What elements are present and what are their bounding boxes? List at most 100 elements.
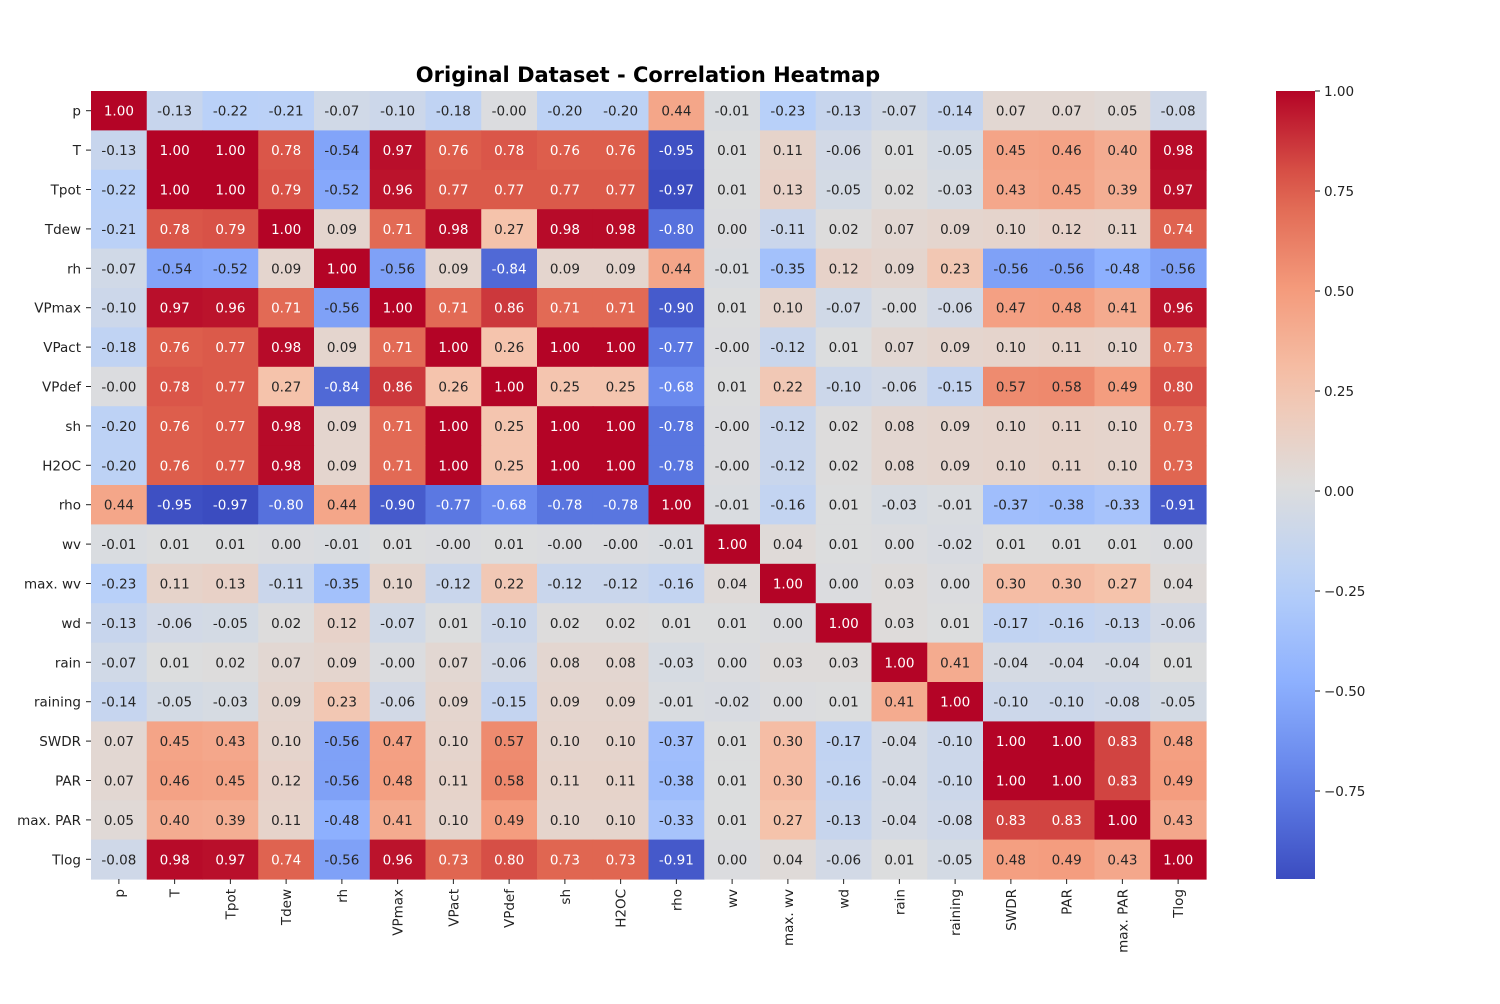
heatmap-cell: [983, 721, 1040, 762]
cell-annotation: -0.21: [101, 222, 136, 238]
cell-annotation: 0.44: [661, 104, 691, 120]
cell-annotation: 0.71: [271, 301, 301, 317]
heatmap-cell: [815, 130, 873, 171]
heatmap-cell: [760, 91, 817, 131]
heatmap-cell: [983, 169, 1040, 210]
cell-annotation: 0.48: [996, 852, 1026, 868]
cell-annotation: -0.95: [659, 143, 694, 159]
cell-annotation: 0.78: [494, 143, 524, 159]
heatmap-cell: [369, 760, 427, 801]
cell-annotation: -0.54: [157, 261, 192, 277]
heatmap-cell: [871, 406, 928, 447]
cell-annotation: 0.12: [829, 261, 859, 277]
heatmap-cell: [927, 563, 984, 604]
heatmap-cell: [927, 288, 984, 328]
heatmap-cell: [146, 445, 204, 486]
heatmap-cell: [871, 485, 928, 525]
heatmap-cell: [481, 130, 538, 171]
cell-annotation: 0.10: [996, 458, 1026, 474]
cell-annotation: 1.00: [438, 458, 468, 474]
cell-annotation: 0.83: [1052, 813, 1082, 829]
cell-annotation: 0.00: [940, 577, 970, 593]
cell-annotation: 1.00: [996, 774, 1026, 790]
cell-annotation: 0.26: [494, 340, 524, 356]
cell-annotation: 0.07: [438, 655, 468, 671]
cell-annotation: -0.13: [826, 104, 861, 120]
y-tick-label: rh: [67, 261, 81, 277]
heatmap-cell: [537, 524, 594, 565]
heatmap-cell: [983, 800, 1040, 841]
heatmap-cell: [871, 800, 928, 841]
cell-annotation: -0.14: [101, 695, 136, 711]
cell-annotation: -0.10: [826, 380, 861, 396]
heatmap-cell: [983, 485, 1040, 525]
cell-annotation: -0.00: [547, 537, 582, 553]
cell-annotation: 0.10: [996, 340, 1026, 356]
cell-annotation: 0.78: [271, 143, 301, 159]
cell-annotation: 0.79: [271, 183, 301, 199]
heatmap-cell: [314, 839, 371, 880]
heatmap-cell: [871, 445, 928, 486]
cell-annotation: -0.05: [157, 695, 192, 711]
heatmap-cell: [1150, 445, 1207, 486]
cell-annotation: 0.09: [327, 655, 357, 671]
heatmap-cell: [425, 248, 482, 289]
cell-annotation: 0.80: [1163, 380, 1193, 396]
heatmap-cell: [481, 721, 538, 762]
heatmap-cell: [1094, 445, 1151, 486]
heatmap-cell: [314, 169, 371, 210]
heatmap-cell: [258, 524, 315, 565]
cell-annotation: 0.48: [1052, 301, 1082, 317]
cell-annotation: 0.23: [327, 695, 357, 711]
cell-annotation: -0.11: [770, 222, 805, 238]
cell-annotation: 0.00: [773, 616, 803, 632]
cell-annotation: 0.49: [494, 813, 524, 829]
heatmap-cell: [760, 485, 817, 525]
heatmap-cell: [648, 642, 705, 683]
cell-annotation: 0.74: [1163, 222, 1193, 238]
cell-annotation: -0.13: [826, 813, 861, 829]
heatmap-cell: [146, 288, 204, 328]
cell-annotation: -0.05: [213, 616, 248, 632]
cell-annotation: 0.02: [884, 183, 914, 199]
cell-annotation: 0.80: [494, 852, 524, 868]
heatmap-cell: [481, 327, 538, 368]
heatmap-cell: [927, 366, 984, 407]
cell-annotation: 0.11: [1052, 458, 1082, 474]
cell-annotation: 1.00: [773, 577, 803, 593]
cell-annotation: 0.10: [773, 301, 803, 317]
heatmap-cell: [592, 366, 650, 407]
cell-annotation: -0.56: [324, 852, 359, 868]
cell-annotation: -0.90: [659, 301, 694, 317]
y-tick-label: Tdew: [44, 222, 81, 238]
cell-annotation: -0.12: [436, 577, 471, 593]
heatmap-cell: [481, 169, 538, 210]
heatmap-cell: [369, 603, 427, 644]
cell-annotation: 0.02: [215, 655, 245, 671]
heatmap-cell: [592, 288, 650, 328]
heatmap-cell: [1038, 248, 1096, 289]
heatmap-cell: [481, 563, 538, 604]
heatmap-cell: [592, 839, 650, 880]
cell-annotation: 0.12: [271, 774, 301, 790]
y-tick-label: sh: [65, 419, 81, 435]
cell-annotation: 0.41: [1107, 301, 1137, 317]
cell-annotation: 0.23: [940, 261, 970, 277]
heatmap-cell: [91, 169, 148, 210]
cell-annotation: -0.17: [993, 616, 1028, 632]
heatmap-cell: [1094, 288, 1151, 328]
cell-annotation: 0.48: [383, 774, 413, 790]
cell-annotation: -0.13: [1105, 616, 1140, 632]
cell-annotation: 0.97: [383, 143, 413, 159]
cell-annotation: 0.48: [1163, 734, 1193, 750]
heatmap-cell: [481, 209, 538, 250]
cell-annotation: -0.00: [715, 340, 750, 356]
cell-annotation: -0.04: [1049, 655, 1084, 671]
heatmap-cell: [704, 721, 761, 762]
heatmap-cell: [704, 485, 761, 525]
cell-annotation: -0.56: [1161, 261, 1196, 277]
heatmap-cell: [202, 839, 259, 880]
cell-annotation: 0.01: [438, 616, 468, 632]
heatmap-cell: [983, 406, 1040, 447]
cell-annotation: 0.11: [438, 774, 468, 790]
